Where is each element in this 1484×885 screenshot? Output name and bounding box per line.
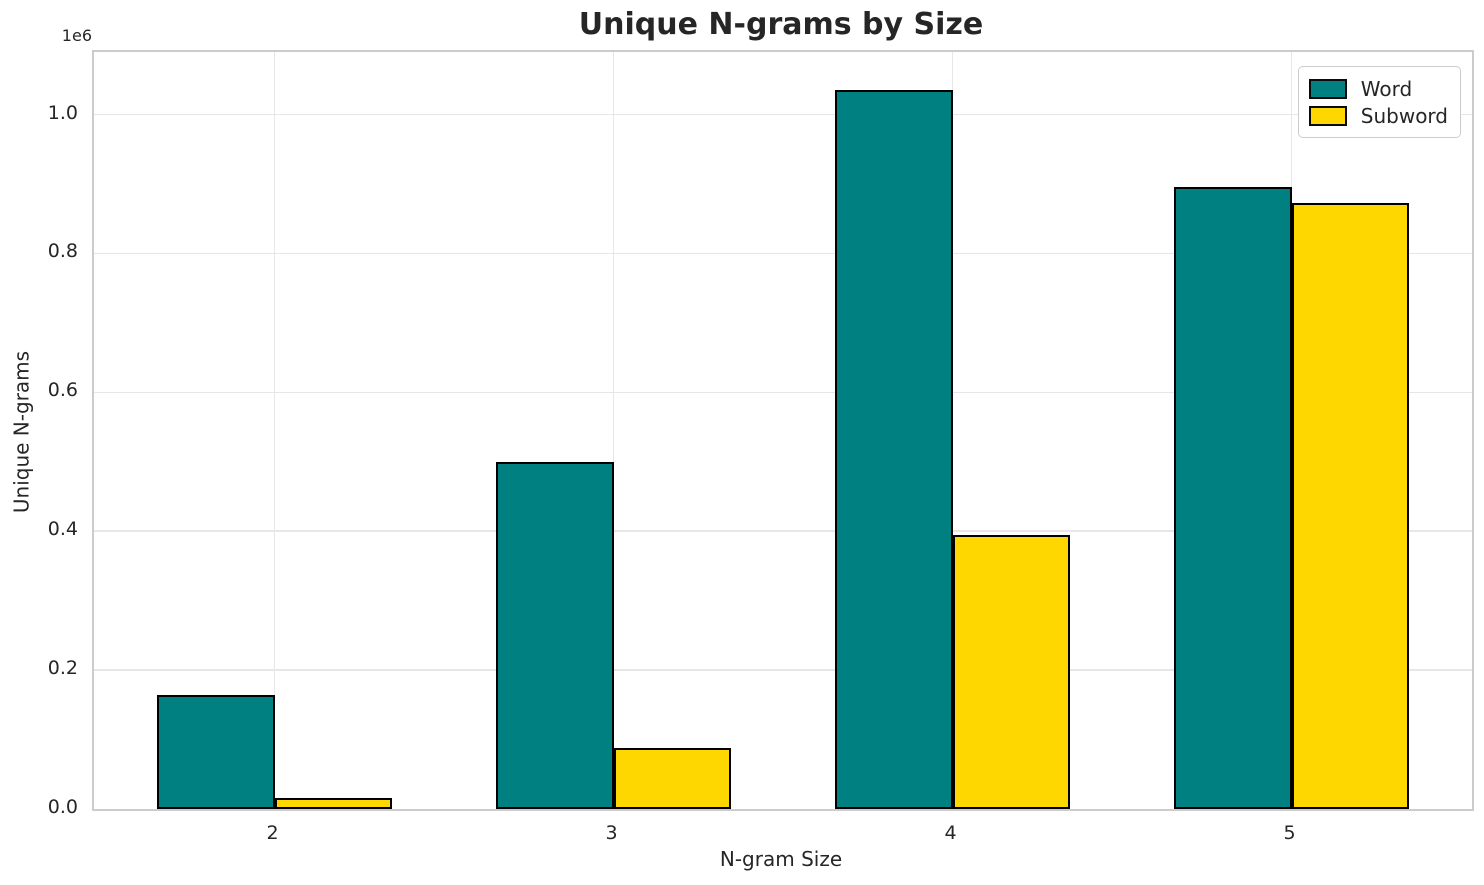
legend-swatch-subword-icon: [1308, 105, 1347, 126]
h-gridline: [94, 391, 1472, 394]
bar-word-ngram-3: [496, 461, 614, 809]
bar-subword-ngram-4: [952, 534, 1070, 809]
legend: Word Subword: [1297, 66, 1461, 138]
v-gridline: [273, 52, 276, 809]
v-gridline: [612, 52, 615, 809]
x-tick-label: 3: [605, 822, 618, 844]
chart-title: Unique N-grams by Size: [578, 7, 984, 42]
y-tick-label: 0.0: [47, 796, 78, 818]
y-axis-offset-label: 1e6: [61, 26, 92, 45]
y-tick-label: 0.8: [47, 240, 78, 263]
y-tick-label: 1.0: [47, 101, 78, 124]
x-axis-label: N-gram Size: [719, 847, 843, 871]
x-tick-label: 4: [944, 822, 957, 844]
plot-area: Word Subword: [92, 50, 1474, 811]
legend-label-subword: Subword: [1360, 103, 1448, 128]
legend-swatch-word-icon: [1308, 78, 1347, 99]
bar-subword-ngram-2: [274, 797, 392, 809]
x-tick-label: 2: [266, 822, 279, 844]
legend-item-subword: Subword: [1308, 102, 1448, 129]
h-gridline: [94, 530, 1472, 532]
h-gridline: [94, 669, 1472, 671]
y-axis-label: Unique N-grams: [9, 350, 34, 514]
h-gridline: [94, 113, 1472, 116]
bar-word-ngram-2: [157, 695, 275, 809]
bar-word-ngram-4: [835, 90, 953, 809]
v-gridline: [951, 52, 954, 809]
y-tick-label: 0.2: [47, 657, 78, 680]
y-tick-label: 0.4: [47, 518, 78, 541]
y-tick-label: 0.6: [47, 379, 78, 402]
h-gridline: [94, 252, 1472, 255]
legend-label-word: Word: [1360, 76, 1413, 101]
bar-subword-ngram-5: [1291, 203, 1409, 809]
x-tick-label: 5: [1283, 822, 1296, 844]
legend-item-word: Word: [1308, 75, 1448, 102]
bar-word-ngram-5: [1174, 186, 1292, 809]
bar-subword-ngram-3: [613, 747, 731, 809]
